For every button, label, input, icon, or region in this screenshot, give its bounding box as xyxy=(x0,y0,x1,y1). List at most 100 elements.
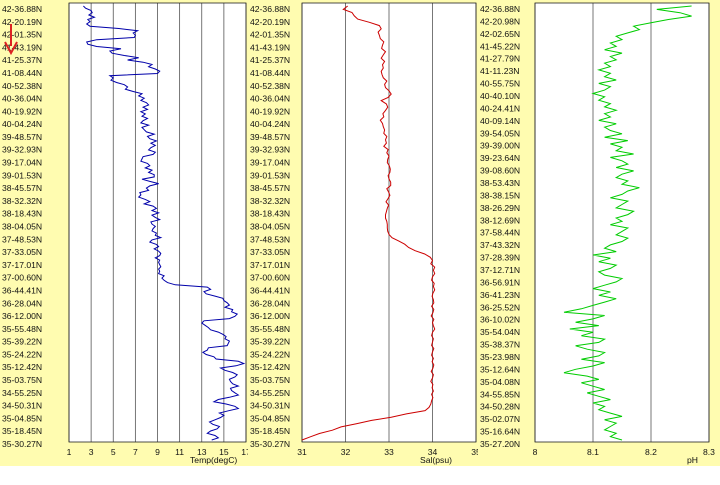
y-tick-label: 42-36.88N xyxy=(2,4,42,14)
series-line xyxy=(563,5,692,441)
y-tick-label: 37-33.05N xyxy=(250,247,290,257)
y-tick-label: 35-39.22N xyxy=(2,337,42,347)
y-tick-label: 36-12.00N xyxy=(2,311,42,321)
y-tick-label: 35-12.64N xyxy=(480,364,520,374)
y-tick-label: 35-24.22N xyxy=(2,349,42,359)
y-tick-label: 35-55.48N xyxy=(250,324,290,334)
y-tick-label: 37-00.60N xyxy=(2,273,42,283)
y-tick-label: 39-01.53N xyxy=(2,170,42,180)
x-tick-label: 8 xyxy=(533,447,538,457)
y-tick-label: 35-03.75N xyxy=(2,375,42,385)
y-tick-label: 40-52.38N xyxy=(250,81,290,91)
x-tick-label: 17 xyxy=(241,447,248,457)
y-tick-label: 34-55.25N xyxy=(2,388,42,398)
y-tick-label: 36-10.02N xyxy=(480,315,520,325)
x-tick-label: 1 xyxy=(67,447,72,457)
y-tick-label: 36-28.04N xyxy=(250,298,290,308)
y-tick-label: 38-12.69N xyxy=(480,215,520,225)
y-tick-label: 41-27.79N xyxy=(480,54,520,64)
y-tick-label: 37-12.71N xyxy=(480,265,520,275)
y-tick-label: 35-18.45N xyxy=(250,426,290,436)
y-tick-label: 35-12.42N xyxy=(250,362,290,372)
y-tick-label: 42-36.88N xyxy=(480,4,520,14)
x-tick-label: 7 xyxy=(133,447,138,457)
y-tick-label: 36-25.52N xyxy=(480,302,520,312)
x-tick-label: 34 xyxy=(428,447,438,457)
y-tick-label: 37-28.39N xyxy=(480,253,520,263)
y-tick-label: 34-50.31N xyxy=(250,401,290,411)
x-tick-label: 32 xyxy=(341,447,351,457)
y-tick-label: 37-17.01N xyxy=(250,260,290,270)
arrow-head-icon xyxy=(4,41,18,56)
y-tick-label: 35-12.42N xyxy=(2,362,42,372)
y-tick-label: 42-01.35N xyxy=(2,30,42,40)
y-tick-label: 41-45.22N xyxy=(480,41,520,51)
plot-frame xyxy=(301,2,477,443)
y-tick-label: 39-32.93N xyxy=(2,145,42,155)
y-tick-label: 35-24.22N xyxy=(250,349,290,359)
y-tick-label: 40-19.92N xyxy=(2,106,42,116)
y-tick-label: 41-25.37N xyxy=(250,55,290,65)
y-tick-label: 34-55.25N xyxy=(250,388,290,398)
y-tick-label: 41-08.44N xyxy=(2,68,42,78)
y-tick-label: 35-30.27N xyxy=(2,439,42,449)
y-tick-label: 35-55.48N xyxy=(2,324,42,334)
series-line xyxy=(301,5,436,441)
y-tick-label: 36-44.41N xyxy=(2,285,42,295)
x-tick-label: 8.1 xyxy=(587,447,599,457)
y-tick-label: 38-45.57N xyxy=(250,183,290,193)
y-tick-label: 39-54.05N xyxy=(480,128,520,138)
y-tick-label: 35-30.27N xyxy=(250,439,290,449)
y-tick-label: 39-48.57N xyxy=(250,132,290,142)
y-tick-label: 35-03.75N xyxy=(250,375,290,385)
y-tick-label: 37-48.53N xyxy=(250,234,290,244)
y-tick-label: 38-04.05N xyxy=(250,222,290,232)
y-tick-label: 36-41.23N xyxy=(480,290,520,300)
y-tick-label: 38-26.29N xyxy=(480,203,520,213)
y-tick-label: 35-39.22N xyxy=(250,337,290,347)
plot-frame xyxy=(68,2,247,443)
y-tick-label: 38-38.15N xyxy=(480,190,520,200)
y-tick-label: 35-27.20N xyxy=(480,439,520,449)
y-tick-label: 39-39.00N xyxy=(480,141,520,151)
temperature-panel: 135791113151742-36.88N42-20.19N42-01.35N… xyxy=(0,0,248,485)
y-tick-label: 42-02.65N xyxy=(480,29,520,39)
y-tick-label: 36-44.41N xyxy=(250,285,290,295)
y-tick-label: 39-32.93N xyxy=(250,145,290,155)
plot-area xyxy=(535,3,709,442)
y-tick-label: 36-56.91N xyxy=(480,277,520,287)
y-tick-label: 38-18.43N xyxy=(2,209,42,219)
y-tick-label: 42-20.19N xyxy=(2,17,42,27)
y-tick-label: 39-48.57N xyxy=(2,132,42,142)
y-tick-label: 35-04.85N xyxy=(250,413,290,423)
y-tick-label: 34-50.28N xyxy=(480,402,520,412)
x-tick-label: 31 xyxy=(297,447,307,457)
y-tick-label: 39-23.64N xyxy=(480,153,520,163)
y-tick-label: 40-36.04N xyxy=(250,94,290,104)
x-axis-title: Sal(psu) xyxy=(420,455,452,465)
y-tick-label: 39-17.04N xyxy=(2,158,42,168)
y-tick-label: 42-36.88N xyxy=(250,4,290,14)
plot-frame xyxy=(534,2,710,443)
y-tick-label: 40-19.92N xyxy=(250,106,290,116)
y-tick-label: 34-50.31N xyxy=(2,401,42,411)
y-tick-label: 40-40.10N xyxy=(480,91,520,101)
y-tick-label: 41-43.19N xyxy=(250,42,290,52)
chart-svg: 8 8.1 8.2 8.3 42-36.88N 42-20.98N 42-02.65N 41-… xyxy=(478,0,720,466)
y-tick-label: 41-43.19N xyxy=(2,42,42,52)
x-tick-label: 13 xyxy=(197,447,207,457)
y-tick-label: 40-55.75N xyxy=(480,79,520,89)
y-tick-label: 37-58.44N xyxy=(480,228,520,238)
y-tick-label: 35-16.64N xyxy=(480,427,520,437)
x-tick-label: 5 xyxy=(111,447,116,457)
y-tick-label: 34-55.85N xyxy=(480,389,520,399)
y-tick-label: 37-43.32N xyxy=(480,240,520,250)
y-tick-label: 35-54.04N xyxy=(480,327,520,337)
y-tick-label: 35-23.98N xyxy=(480,352,520,362)
x-tick-label: 9 xyxy=(155,447,160,457)
x-axis-title: pH xyxy=(687,455,698,465)
x-tick-label: 8.3 xyxy=(703,447,715,457)
y-tick-label: 35-04.08N xyxy=(480,377,520,387)
y-tick-label: 38-04.05N xyxy=(2,222,42,232)
y-tick-label: 38-32.32N xyxy=(250,196,290,206)
